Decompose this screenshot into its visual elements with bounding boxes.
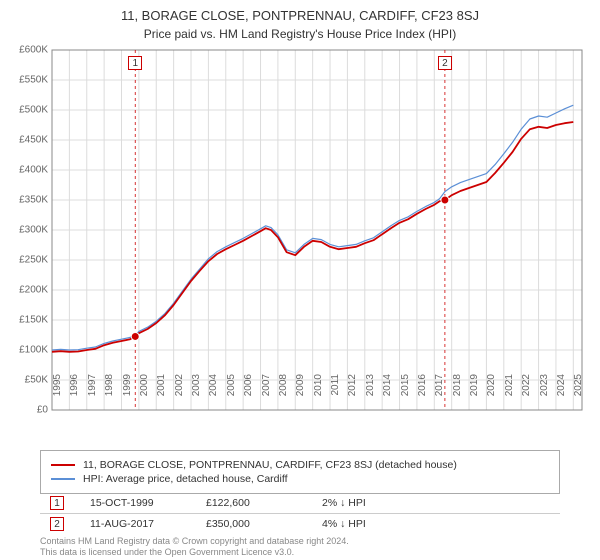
x-axis-label: 2011 <box>330 374 341 414</box>
x-axis-label: 1997 <box>87 374 98 414</box>
legend: 11, BORAGE CLOSE, PONTPRENNAU, CARDIFF, … <box>40 450 560 494</box>
x-axis-label: 2017 <box>434 374 445 414</box>
x-axis-label: 2008 <box>278 374 289 414</box>
x-axis-label: 2024 <box>556 374 567 414</box>
y-axis-label: £400K <box>19 165 48 176</box>
chart-title: 11, BORAGE CLOSE, PONTPRENNAU, CARDIFF, … <box>0 0 600 23</box>
legend-swatch-hpi <box>51 478 75 479</box>
x-axis-label: 2009 <box>295 374 306 414</box>
legend-label-property: 11, BORAGE CLOSE, PONTPRENNAU, CARDIFF, … <box>83 459 457 471</box>
y-axis-label: £0 <box>37 405 48 416</box>
x-axis-label: 2002 <box>174 374 185 414</box>
x-axis-label: 2003 <box>191 374 202 414</box>
x-axis-label: 2010 <box>313 374 324 414</box>
x-axis-label: 1998 <box>104 374 115 414</box>
y-axis-label: £250K <box>19 255 48 266</box>
x-axis-label: 1996 <box>69 374 80 414</box>
x-axis-label: 2016 <box>417 374 428 414</box>
footnote-line2: This data is licensed under the Open Gov… <box>40 547 294 557</box>
legend-row-property: 11, BORAGE CLOSE, PONTPRENNAU, CARDIFF, … <box>51 459 549 471</box>
y-axis-label: £300K <box>19 225 48 236</box>
transaction-row: 2 11-AUG-2017 £350,000 4% ↓ HPI <box>40 514 560 534</box>
transaction-marker: 2 <box>50 517 64 531</box>
legend-swatch-property <box>51 464 75 466</box>
chart-area: £0£50K£100K£150K£200K£250K£300K£350K£400… <box>52 50 582 410</box>
x-axis-label: 2019 <box>469 374 480 414</box>
transaction-pct: 2% ↓ HPI <box>322 497 442 509</box>
x-axis-label: 2006 <box>243 374 254 414</box>
y-axis-label: £200K <box>19 285 48 296</box>
x-axis-label: 2004 <box>208 374 219 414</box>
y-axis-label: £550K <box>19 75 48 86</box>
x-axis-label: 2023 <box>539 374 550 414</box>
chart-marker-flag: 1 <box>128 56 142 70</box>
y-axis-label: £100K <box>19 345 48 356</box>
chart-subtitle: Price paid vs. HM Land Registry's House … <box>0 27 600 41</box>
x-axis-label: 2001 <box>156 374 167 414</box>
x-axis-label: 2014 <box>382 374 393 414</box>
x-axis-label: 1995 <box>52 374 63 414</box>
chart-container: 11, BORAGE CLOSE, PONTPRENNAU, CARDIFF, … <box>0 0 600 560</box>
x-axis-label: 2022 <box>521 374 532 414</box>
x-axis-label: 2021 <box>504 374 515 414</box>
y-axis-label: £500K <box>19 105 48 116</box>
transaction-date: 11-AUG-2017 <box>70 518 200 530</box>
legend-label-hpi: HPI: Average price, detached house, Card… <box>83 473 288 485</box>
x-axis-label: 2005 <box>226 374 237 414</box>
chart-marker-flag: 2 <box>438 56 452 70</box>
x-axis-label: 2020 <box>486 374 497 414</box>
y-axis-label: £50K <box>25 375 48 386</box>
x-axis-label: 2000 <box>139 374 150 414</box>
x-axis-label: 2025 <box>573 374 584 414</box>
transaction-pct: 4% ↓ HPI <box>322 518 442 530</box>
transaction-row: 1 15-OCT-1999 £122,600 2% ↓ HPI <box>40 493 560 514</box>
transaction-price: £122,600 <box>206 497 316 509</box>
x-axis-label: 2018 <box>452 374 463 414</box>
y-axis-label: £350K <box>19 195 48 206</box>
x-axis-label: 1999 <box>122 374 133 414</box>
y-axis-label: £150K <box>19 315 48 326</box>
x-axis-label: 2012 <box>347 374 358 414</box>
footnote: Contains HM Land Registry data © Crown c… <box>40 536 349 558</box>
chart-svg <box>52 50 582 410</box>
transaction-marker: 1 <box>50 496 64 510</box>
x-axis-label: 2013 <box>365 374 376 414</box>
transaction-date: 15-OCT-1999 <box>70 497 200 509</box>
legend-row-hpi: HPI: Average price, detached house, Card… <box>51 473 549 485</box>
x-axis-label: 2007 <box>261 374 272 414</box>
x-axis-label: 2015 <box>400 374 411 414</box>
y-axis-label: £600K <box>19 45 48 56</box>
y-axis-label: £450K <box>19 135 48 146</box>
transaction-table: 1 15-OCT-1999 £122,600 2% ↓ HPI 2 11-AUG-2017… <box>40 493 560 534</box>
footnote-line1: Contains HM Land Registry data © Crown c… <box>40 536 349 546</box>
transaction-price: £350,000 <box>206 518 316 530</box>
